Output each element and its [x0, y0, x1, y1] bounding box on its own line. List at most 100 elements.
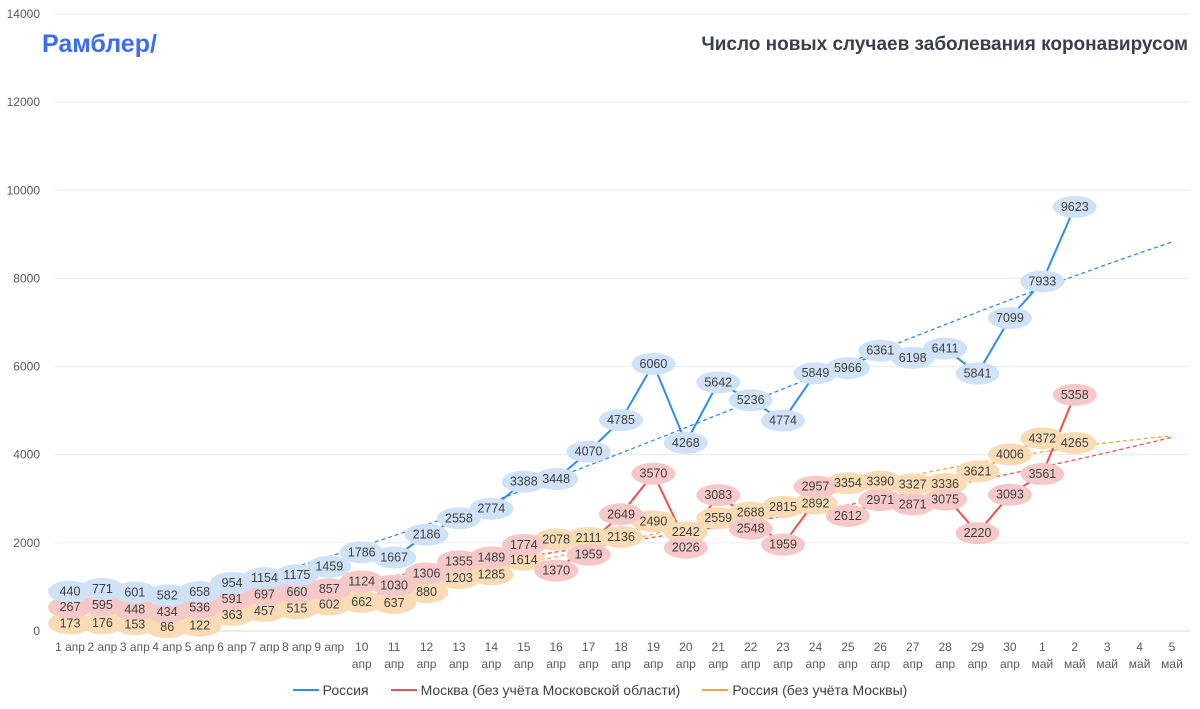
data-label: 1459: [315, 560, 343, 574]
x-tick-label: 5 апр: [185, 640, 215, 654]
x-tick-label: 19: [647, 640, 661, 654]
y-tick-label: 12000: [7, 95, 41, 109]
data-point: [145, 616, 190, 639]
data-label: 601: [124, 586, 145, 600]
legend-swatch: [292, 689, 319, 691]
data-label: 4268: [672, 436, 700, 450]
x-tick-label: 3 апр: [120, 640, 150, 654]
data-point: [728, 517, 773, 540]
data-label: 2871: [899, 497, 927, 511]
data-label: 5236: [737, 393, 765, 407]
data-point: [534, 468, 579, 491]
x-tick-label: апр: [384, 657, 404, 671]
data-label: 2957: [802, 480, 830, 494]
x-tick-label: 7 апр: [250, 640, 280, 654]
data-point: [501, 548, 546, 571]
y-tick-label: 8000: [13, 271, 40, 285]
y-tick-label: 0: [33, 624, 40, 638]
data-point: [372, 546, 417, 569]
data-label: 2078: [542, 532, 570, 546]
data-label: 2220: [964, 526, 992, 540]
x-tick-label: 2 апр: [87, 640, 117, 654]
x-tick-label: 1 апр: [55, 640, 85, 654]
x-tick-label: 17: [582, 640, 596, 654]
data-label: 3388: [510, 475, 538, 489]
x-tick-label: апр: [352, 657, 372, 671]
data-point: [1052, 383, 1097, 406]
data-label: 1489: [477, 550, 505, 564]
data-label: 1306: [413, 566, 441, 580]
data-label: 1154: [251, 571, 278, 585]
data-label: 2612: [834, 509, 862, 523]
data-label: 6411: [932, 341, 959, 355]
data-label: 595: [92, 598, 113, 612]
data-label: 1786: [348, 545, 376, 559]
data-label: 363: [222, 608, 243, 622]
x-tick-label: апр: [935, 657, 955, 671]
data-point: [566, 543, 611, 566]
data-label: 6198: [899, 351, 927, 365]
x-tick-label: 14: [485, 640, 499, 654]
data-point: [469, 563, 514, 586]
data-point: [696, 484, 741, 507]
x-tick-label: 9 апр: [314, 640, 344, 654]
data-label: 122: [189, 619, 210, 633]
data-point: [307, 555, 352, 578]
data-label: 267: [60, 600, 81, 614]
x-tick-label: 16: [549, 640, 563, 654]
data-label: 2242: [672, 525, 700, 539]
data-label: 697: [254, 587, 275, 601]
data-point: [890, 346, 935, 369]
data-label: 4785: [607, 413, 635, 427]
data-point: [761, 533, 806, 556]
data-point: [663, 431, 708, 454]
data-point: [242, 599, 287, 622]
data-point: [987, 483, 1032, 506]
data-label: 1124: [348, 574, 375, 588]
data-label: 2558: [445, 511, 473, 525]
data-label: 1774: [510, 538, 538, 552]
x-tick-label: апр: [546, 657, 566, 671]
data-label: 3093: [996, 488, 1024, 502]
data-label: 4006: [996, 447, 1024, 461]
data-label: 9623: [1061, 200, 1089, 214]
data-point: [501, 533, 546, 556]
data-point: [469, 497, 514, 520]
data-point: [242, 583, 287, 606]
x-tick-label: апр: [449, 657, 469, 671]
data-point: [274, 564, 319, 587]
data-point: [566, 440, 611, 463]
data-point: [112, 598, 157, 621]
data-label: 3448: [542, 472, 570, 486]
data-label: 660: [286, 585, 307, 599]
x-tick-label: 5: [1169, 640, 1176, 654]
x-tick-label: 3: [1104, 640, 1111, 654]
data-point: [599, 525, 643, 548]
data-point: [1020, 270, 1065, 293]
x-tick-label: апр: [870, 657, 890, 671]
trendline: [69, 241, 1173, 622]
data-point: [923, 337, 968, 360]
data-label: 2490: [640, 514, 668, 528]
x-tick-label: 28: [938, 640, 952, 654]
data-point: [436, 507, 481, 530]
data-label: 5841: [964, 367, 992, 381]
data-point: [987, 443, 1032, 466]
y-tick-label: 6000: [13, 360, 40, 374]
x-tick-label: апр: [579, 657, 599, 671]
data-label: 2649: [607, 507, 635, 521]
x-tick-label: 13: [452, 640, 466, 654]
data-label: 954: [222, 576, 243, 590]
x-tick-label: 11: [388, 640, 401, 654]
x-tick-label: 29: [971, 640, 985, 654]
data-point: [177, 596, 222, 619]
data-label: 5849: [802, 366, 830, 380]
data-point: [48, 612, 92, 635]
x-tick-label: 30: [1003, 640, 1017, 654]
data-label: 2111: [576, 531, 602, 545]
data-label: 3561: [1028, 467, 1056, 481]
data-label: 5642: [704, 375, 732, 389]
legend-item: Россия: [292, 682, 369, 698]
data-label: 771: [92, 582, 113, 596]
